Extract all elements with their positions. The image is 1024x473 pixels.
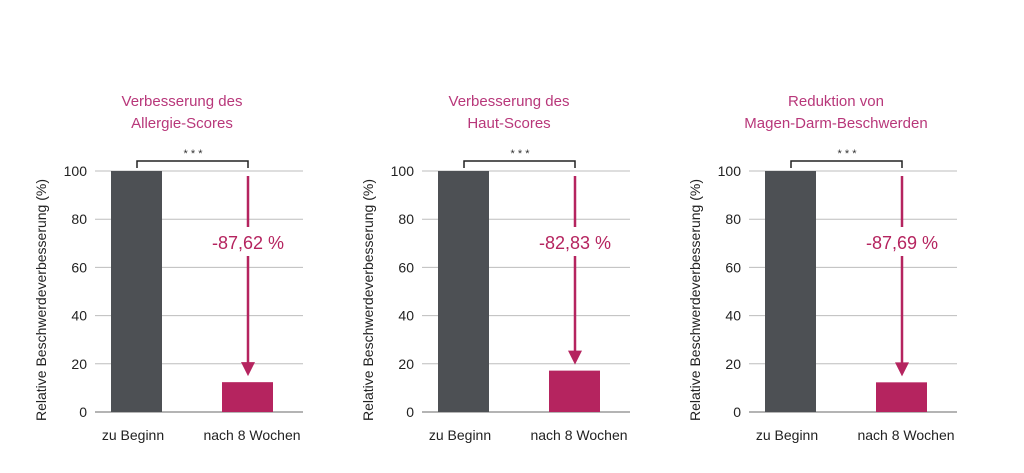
chart-title-line: Reduktion von (788, 93, 884, 110)
bar-after (222, 382, 273, 412)
bar-baseline (111, 171, 162, 412)
y-tick-label: 80 (398, 211, 414, 227)
y-tick-label: 0 (79, 404, 87, 420)
chart-title-line: Allergie-Scores (131, 115, 233, 132)
bar-baseline (438, 171, 489, 412)
y-axis-label: Relative Beschwerdeverbesserung (%) (687, 179, 703, 421)
x-tick-label: zu Beginn (102, 427, 164, 443)
y-tick-label: 80 (725, 211, 741, 227)
y-tick-label: 40 (725, 308, 741, 324)
significance-stars: * * * (838, 148, 858, 160)
y-tick-label: 100 (64, 163, 88, 179)
chart-title-line: Verbesserung des (122, 93, 243, 110)
significance-bracket (463, 160, 576, 168)
y-tick-label: 60 (398, 259, 414, 275)
significance-bracket (790, 160, 903, 168)
chart-1: Verbesserung des Allergie-Scores 0 20 40 60 80… (33, 93, 303, 443)
y-tick-label: 60 (71, 259, 87, 275)
x-tick-label: nach 8 Wochen (203, 427, 300, 443)
y-tick-label: 20 (398, 356, 414, 372)
significance-bracket (136, 160, 249, 168)
y-tick-label: 40 (398, 308, 414, 324)
y-tick-label: 20 (725, 356, 741, 372)
bar-after (549, 370, 600, 412)
y-tick-label: 80 (71, 211, 87, 227)
arrow-head-icon (568, 350, 582, 365)
x-tick-label: nach 8 Wochen (530, 427, 627, 443)
y-tick-label: 100 (391, 163, 415, 179)
y-tick-label: 0 (733, 404, 741, 420)
arrow-head-icon (895, 362, 909, 377)
y-tick-label: 20 (71, 356, 87, 372)
bar-after (876, 382, 927, 412)
significance-stars: * * * (511, 148, 531, 160)
significance-stars: * * * (184, 148, 204, 160)
x-tick-label: nach 8 Wochen (857, 427, 954, 443)
chart-title-line: Verbesserung des (449, 93, 570, 110)
chart-title-line: Haut-Scores (467, 115, 550, 132)
reduction-annotation: -87,62 % (212, 233, 284, 253)
y-tick-label: 60 (725, 259, 741, 275)
y-tick-label: 100 (718, 163, 742, 179)
chart-title-line: Magen-Darm-Beschwerden (744, 115, 927, 132)
reduction-annotation: -82,83 % (539, 233, 611, 253)
y-tick-label: 0 (406, 404, 414, 420)
arrow-head-icon (241, 362, 255, 377)
chart-2: Verbesserung des Haut-Scores 0 20 40 60 80 100 R… (360, 93, 630, 443)
y-axis-label: Relative Beschwerdeverbesserung (%) (360, 179, 376, 421)
y-tick-label: 40 (71, 308, 87, 324)
chart-3: Reduktion von Magen-Darm-Beschwerden 0 20 40… (687, 93, 957, 443)
y-axis-label: Relative Beschwerdeverbesserung (%) (33, 179, 49, 421)
x-tick-label: zu Beginn (429, 427, 491, 443)
x-tick-label: zu Beginn (756, 427, 818, 443)
reduction-annotation: -87,69 % (866, 233, 938, 253)
bar-baseline (765, 171, 816, 412)
